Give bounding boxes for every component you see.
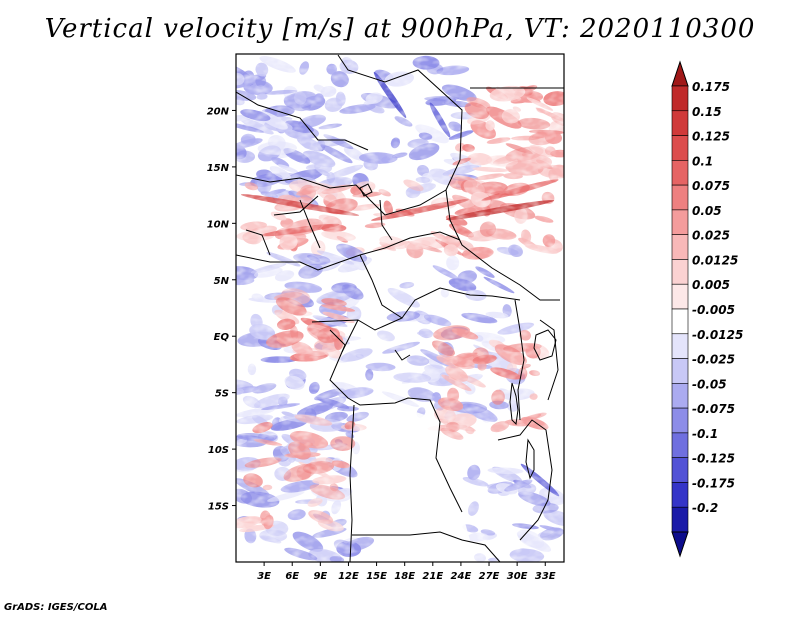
colorbar-label: -0.1 <box>692 427 718 441</box>
colorbar-label: -0.0125 <box>692 328 743 342</box>
chart-title: Vertical velocity [m/s] at 900hPa, VT: 2… <box>44 14 756 44</box>
colorbar-swatch <box>671 160 689 186</box>
colorbar-bottom-arrow <box>671 531 689 558</box>
x-tick-label: 15E <box>366 571 387 582</box>
colorbar-label: -0.175 <box>692 476 735 490</box>
colorbar-label: 0.125 <box>692 130 730 144</box>
country-borders <box>236 54 564 562</box>
colorbar-swatch <box>671 110 689 136</box>
colorbar-label: 0.15 <box>692 105 722 119</box>
colorbar-swatch <box>671 407 689 434</box>
map-frame <box>235 53 565 563</box>
x-tick-label: 9E <box>313 571 327 582</box>
colorbar-swatch <box>671 358 689 384</box>
x-tick-label: 30E <box>507 571 528 582</box>
y-tick-label: 15S <box>208 502 229 513</box>
colorbar-label: -0.2 <box>692 501 718 515</box>
y-tick-label: 20N <box>207 106 230 117</box>
x-tick-label: 3E <box>257 571 271 582</box>
y-tick-label: 10N <box>207 219 230 230</box>
colorbar-swatch <box>671 259 689 285</box>
colorbar-label: -0.075 <box>692 402 735 416</box>
colorbar-swatch <box>671 209 689 235</box>
colorbar-swatch <box>671 234 689 260</box>
colorbar-label: 0.025 <box>692 229 730 243</box>
colorbar-label: -0.005 <box>692 303 735 317</box>
map-area <box>236 54 564 562</box>
colorbar-swatch <box>671 308 689 335</box>
y-tick-label: EQ <box>214 332 230 343</box>
colorbar-swatch <box>671 184 689 211</box>
colorbar-swatch <box>671 383 689 409</box>
colorbar-swatch <box>671 506 689 533</box>
colorbar-label: 0.0125 <box>692 253 738 267</box>
lake-outlines <box>359 183 557 480</box>
colorbar-swatch <box>671 135 689 161</box>
y-tick-label: 15N <box>207 163 230 174</box>
colorbar-top-arrow <box>671 60 689 87</box>
colorbar-label: 0.075 <box>692 179 730 193</box>
grads-credit: GrADS: IGES/COLA <box>4 602 108 613</box>
x-tick-label: 21E <box>422 571 443 582</box>
colorbar-label: -0.025 <box>692 353 735 367</box>
y-tick-label: 5S <box>215 389 229 400</box>
colorbar-label: -0.125 <box>692 452 735 466</box>
colorbar-swatch <box>671 333 689 359</box>
x-tick-label: 12E <box>338 571 359 582</box>
colorbar-label: 0.175 <box>692 80 730 94</box>
x-axis-ticks: 3E 6E 9E 12E 15E 18E 21E 24E 27E 30E 33E <box>257 562 556 582</box>
x-tick-label: 27E <box>479 571 500 582</box>
colorbar-swatch <box>671 457 689 483</box>
x-tick-label: 24E <box>451 571 472 582</box>
colorbar-label: 0.1 <box>692 154 713 168</box>
x-tick-label: 6E <box>285 571 299 582</box>
x-tick-label: 18E <box>394 571 415 582</box>
colorbar-swatch <box>671 283 689 310</box>
colorbar-swatch <box>671 482 689 508</box>
colorbar-label: 0.005 <box>692 278 730 292</box>
colorbar-legend: 0.175 0.15 0.125 0.1 0.075 0.05 0.025 0.0125 0.0… <box>671 60 743 558</box>
colorbar-label: -0.05 <box>692 377 727 391</box>
colorbar-swatch <box>671 432 689 458</box>
y-tick-label: 10S <box>208 445 229 456</box>
colorbar-swatch <box>671 85 689 112</box>
y-axis-ticks: 20N 15N 10N 5N EQ 5S 10S 15S <box>207 106 236 513</box>
x-tick-label: 33E <box>535 571 556 582</box>
y-tick-label: 5N <box>214 276 230 287</box>
colorbar-label: 0.05 <box>692 204 722 218</box>
